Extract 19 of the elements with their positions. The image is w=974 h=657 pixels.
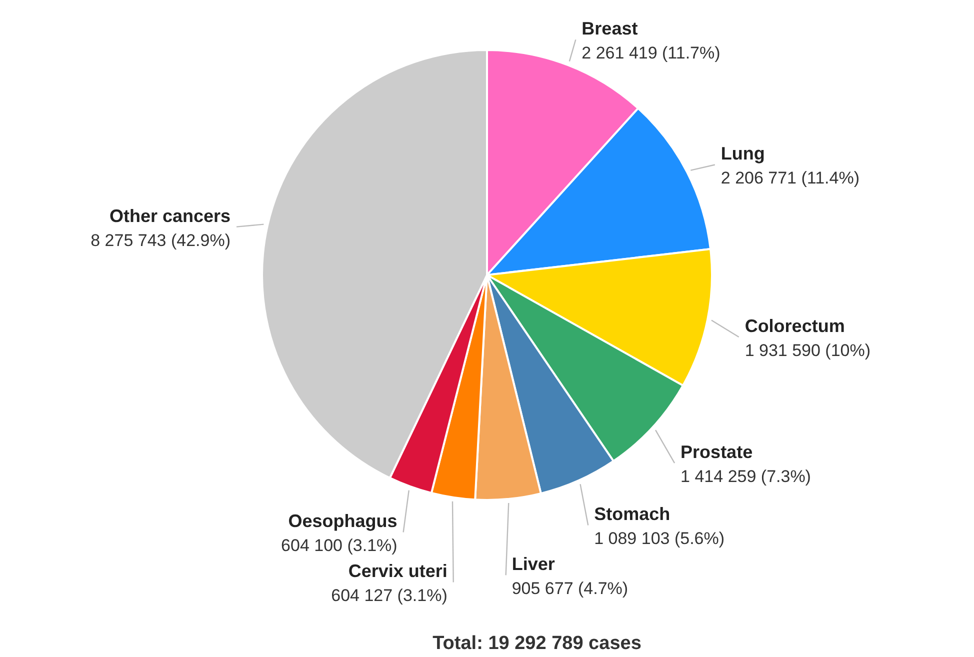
data-label: 2 206 771 (11.4%): [720, 168, 860, 188]
slice-label: Prostate: [680, 442, 753, 462]
slice-label: Lung: [720, 144, 765, 164]
data-label: 2 261 419 (11.7%): [582, 44, 720, 63]
data-label: 1 931 590 (10%): [744, 340, 871, 360]
slice-label: Liver: [512, 554, 555, 574]
slice-label: Breast: [582, 18, 638, 39]
data-label: 905 677 (4.7%): [512, 579, 628, 598]
slice-label: Other cancers: [109, 206, 231, 226]
data-label: 1 414 259 (7.3%): [680, 467, 811, 486]
slice-label: Oesophagus: [288, 511, 398, 532]
slice-label: Cervix uteri: [348, 561, 448, 582]
data-label: 1 089 103 (5.6%): [594, 529, 725, 548]
data-label: 604 127 (3.1%): [331, 586, 448, 606]
data-label: 604 100 (3.1%): [281, 536, 398, 556]
data-label: 8 275 743 (42.9%): [90, 230, 231, 250]
text: Total: 19 292 789 cases: [432, 633, 642, 654]
slice-label: Stomach: [594, 504, 670, 524]
slice-label: Colorectum: [744, 316, 845, 336]
